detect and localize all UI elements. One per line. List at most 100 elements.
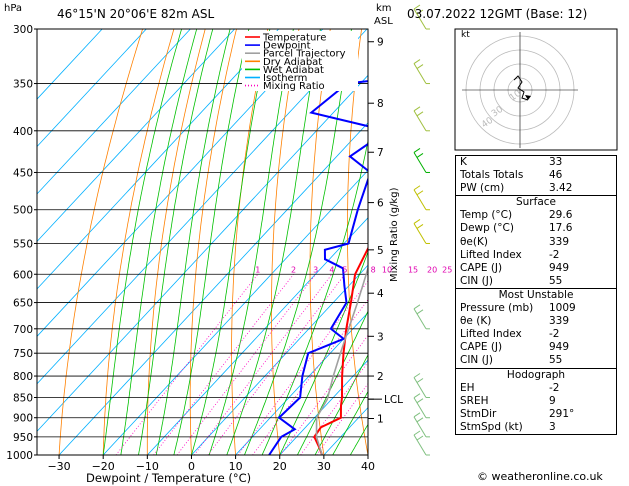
mixing-ratio-label: 25 (442, 265, 452, 274)
pressure-tick-label: 1000 (6, 450, 33, 462)
wind-barb (413, 412, 430, 438)
wind-barb-staff (413, 308, 427, 330)
index-key: K (460, 156, 467, 168)
pressure-tick-label: 800 (13, 371, 33, 383)
most-unstable-title: Most Unstable (498, 288, 574, 301)
wind-barb-staff (413, 63, 427, 84)
pressure-tick-label: 850 (13, 392, 33, 404)
isotherm (37, 29, 235, 243)
wet-adiabat (102, 29, 182, 455)
height-tick-label: 2 (377, 371, 384, 383)
pressure-tick-label: 600 (13, 269, 33, 281)
wind-barb (413, 59, 430, 85)
hodograph-row: StmSpd (kt) 3 (456, 421, 616, 434)
isotherm (146, 217, 368, 455)
wind-barb (413, 148, 430, 173)
legend-label: Wet Adiabat (263, 65, 324, 76)
dry-adiabat (309, 29, 331, 455)
pressure-tick-label: 900 (13, 413, 33, 425)
index-row: K 33 (456, 156, 616, 169)
hodograph-title: Hodograph (506, 368, 566, 381)
wind-barb (413, 304, 430, 330)
most-unstable-value: 339 (549, 315, 570, 328)
isotherm (190, 264, 368, 455)
dry-adiabat (419, 29, 457, 455)
wind-barb-staff (413, 416, 427, 438)
surface-value: -2 (549, 248, 560, 261)
index-value: 46 (549, 169, 563, 182)
mixing-ratio-line (207, 274, 346, 455)
wind-barb (413, 106, 430, 132)
most-unstable-key: Lifted Index (460, 328, 522, 341)
isotherm (37, 29, 279, 290)
most-unstable-key: CAPE (J) (460, 341, 503, 354)
wind-barb-feather (413, 148, 421, 153)
wind-barb-feather (413, 393, 421, 399)
mixing-ratio-label: 3 (313, 265, 318, 274)
index-row: PW (cm) 3.42 (456, 182, 616, 195)
wind-barb-staff (413, 434, 427, 456)
wind-barb (413, 393, 430, 419)
surface-title: Surface (515, 196, 556, 209)
wet-adiabat (173, 29, 250, 455)
wind-barb-feather (413, 185, 421, 191)
wind-barb-feather (413, 412, 421, 418)
wind-barb (413, 430, 430, 456)
dry-adiabat (146, 29, 206, 455)
most-unstable-value: 1009 (549, 302, 576, 315)
legend-label: Temperature (262, 33, 326, 44)
most-unstable-row: Lifted Index -2 (456, 328, 616, 341)
wind-barb-feather (413, 373, 421, 378)
surface-row: Lifted Index -2 (456, 249, 616, 262)
wind-barb-staff (413, 110, 427, 132)
most-unstable-row: CIN (J) 55 (456, 354, 616, 367)
pressure-tick-label: 300 (13, 24, 33, 36)
height-tick-label: 6 (377, 198, 384, 210)
pressure-tick-label: 750 (13, 348, 33, 360)
mixing-ratio-label: 10 (382, 265, 392, 274)
height-unit-asl: ASL (374, 16, 393, 27)
wind-barb-feather (416, 111, 424, 117)
hodograph-key: EH (460, 381, 475, 394)
surface-value: 55 (549, 274, 563, 287)
most-unstable-value: 949 (549, 341, 570, 354)
location-title: 46°15'N 20°06'E 82m ASL (57, 7, 215, 21)
mixing-ratio-label: 8 (371, 265, 376, 274)
most-unstable-row: CAPE (J) 949 (456, 341, 616, 354)
datetime-title: 03.07.2022 12GMT (Base: 12) (407, 7, 588, 21)
most-unstable-value: 55 (549, 354, 563, 367)
surface-value: 339 (549, 235, 570, 248)
temp-tick-label: −30 (47, 460, 70, 473)
legend-box (242, 31, 358, 91)
surface-key: Lifted Index (460, 248, 522, 261)
most-unstable-row: Pressure (mb) 1009 (456, 302, 616, 315)
hodograph-row: EH -2 (456, 382, 616, 395)
isotherm (102, 169, 368, 455)
wind-barb-feather (416, 64, 424, 69)
mixing-ratio-line (316, 382, 368, 455)
hodograph-value: 3 (549, 420, 556, 433)
wet-adiabat (314, 354, 368, 455)
isotherm (37, 29, 324, 337)
index-value: 3.42 (549, 182, 573, 195)
mixing-ratio-label: 5 (342, 265, 347, 274)
hodograph-key: StmDir (460, 407, 497, 420)
wind-barb-feather (413, 430, 421, 436)
mixing-ratio-label: 1 (255, 265, 260, 274)
surface-row: Dewp (°C) 17.6 (456, 222, 616, 235)
pressure-tick-label: 550 (13, 238, 33, 250)
wind-barb-feather (413, 106, 421, 112)
surface-row: Temp (°C) 29.6 (456, 209, 616, 222)
wind-barb (413, 219, 430, 244)
legend-label: Dewpoint (263, 41, 311, 52)
hodograph-value: 291° (549, 407, 575, 420)
wind-barb-feather (413, 59, 421, 64)
surface-key: Dewp (°C) (460, 222, 514, 235)
hodograph-trace (513, 75, 529, 101)
hodograph-row: SREH 9 (456, 395, 616, 408)
hodograph-key: SREH (460, 394, 489, 407)
hodograph-row: StmDir 291° (456, 408, 616, 421)
index-key: PW (cm) (460, 182, 505, 195)
temp-tick-label: 10 (229, 460, 243, 473)
index-value: 33 (549, 156, 563, 168)
